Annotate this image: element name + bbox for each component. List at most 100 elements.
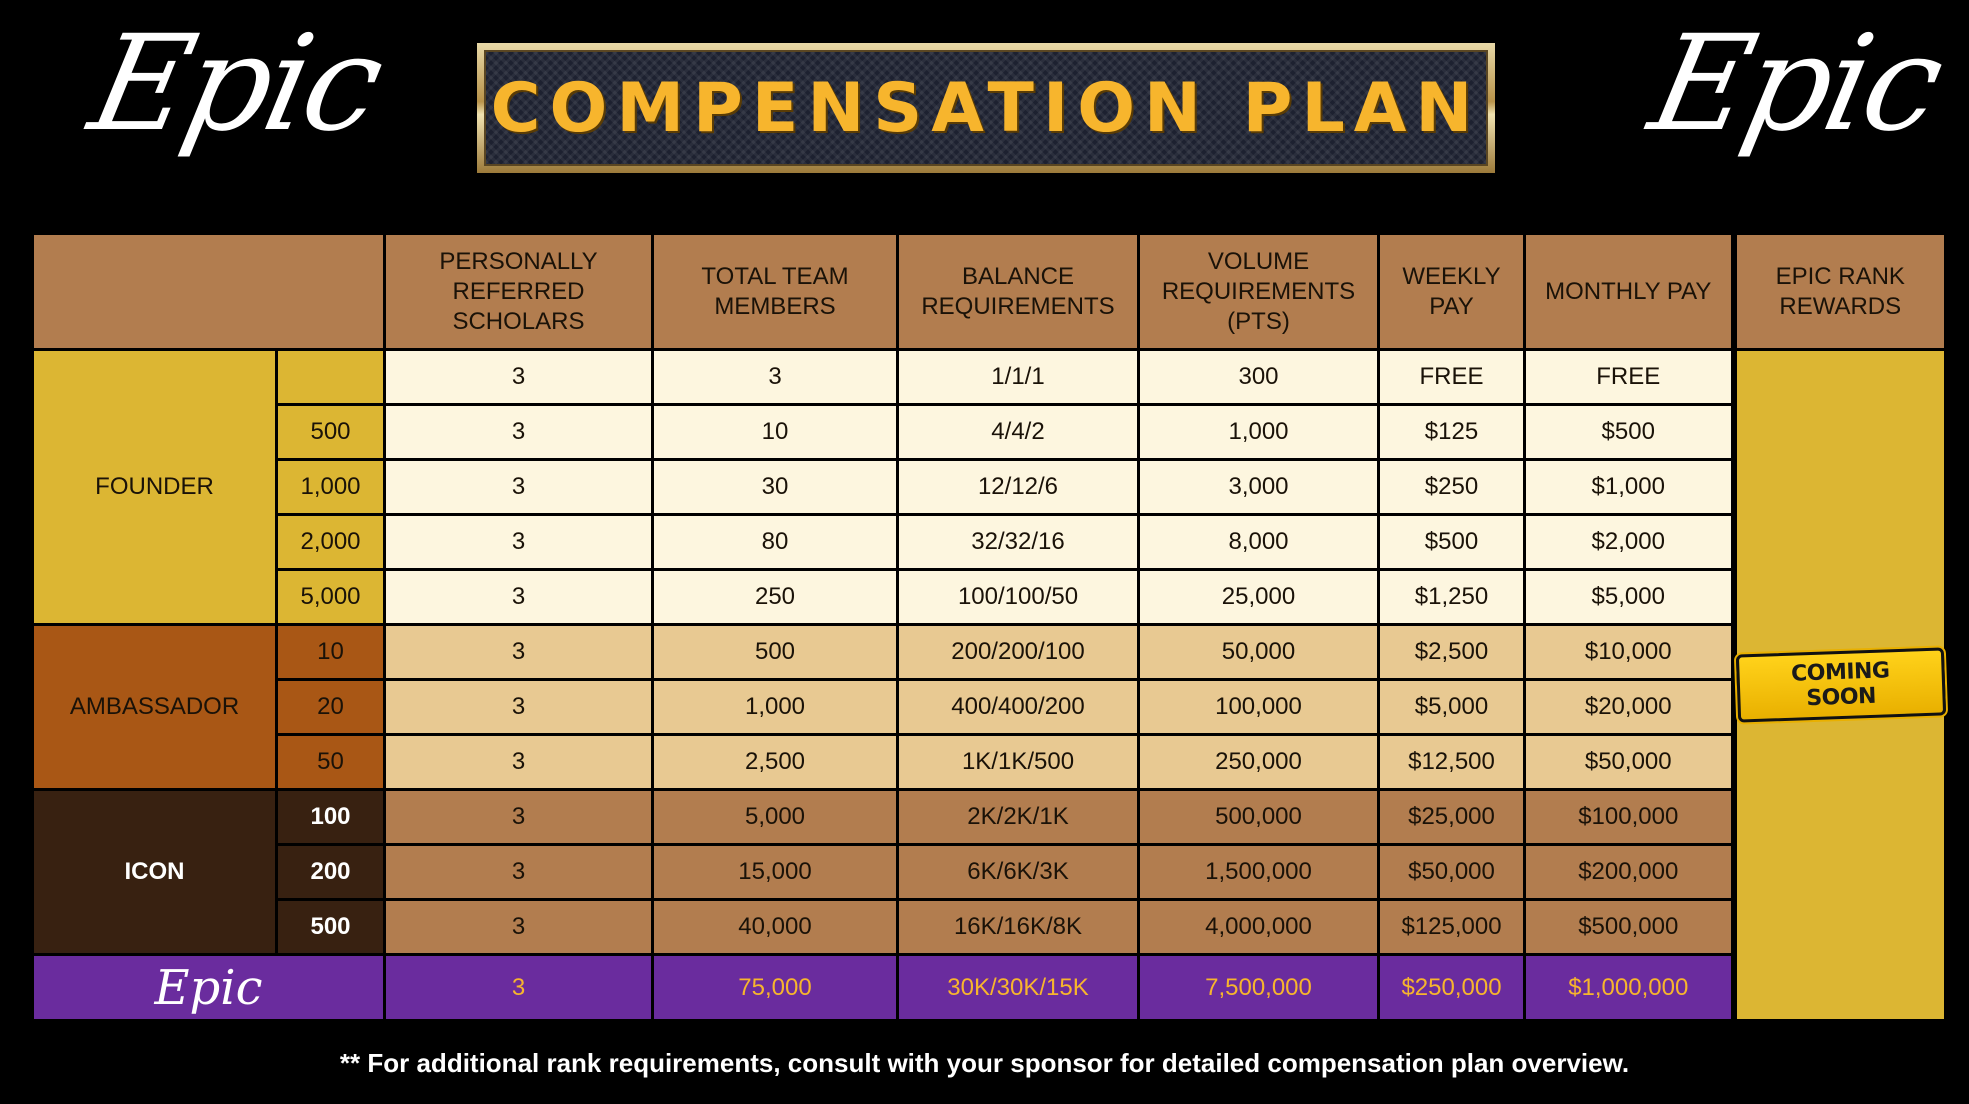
header-volume: VOLUME REQUIREMENTS (PTS)	[1137, 232, 1380, 351]
referred-cell: 3	[383, 953, 654, 1022]
rewards-cell: COMING SOON	[1730, 348, 1947, 1022]
balance-cell: 32/32/16	[896, 513, 1140, 571]
volume-cell: 3,000	[1137, 458, 1380, 516]
rank-level: 100	[275, 788, 386, 846]
balance-cell: 1K/1K/500	[896, 733, 1140, 791]
rank-founder: FOUNDER	[31, 348, 278, 626]
monthly-cell: $100,000	[1523, 788, 1735, 846]
team-cell: 10	[651, 403, 899, 461]
referred-cell: 3	[383, 513, 654, 571]
team-cell: 1,000	[651, 678, 899, 736]
monthly-cell: $20,000	[1523, 678, 1735, 736]
team-cell: 5,000	[651, 788, 899, 846]
balance-cell: 1/1/1	[896, 348, 1140, 406]
referred-cell: 3	[383, 403, 654, 461]
balance-cell: 400/400/200	[896, 678, 1140, 736]
weekly-cell: $125,000	[1377, 898, 1526, 956]
monthly-cell: $50,000	[1523, 733, 1735, 791]
rank-level: 5,000	[275, 568, 386, 626]
volume-cell: 1,500,000	[1137, 843, 1380, 901]
coming-soon-badge: COMING SOON	[1735, 647, 1946, 723]
table-row: 50 3 2,500 1K/1K/500 250,000 $12,500 $50…	[33, 733, 1946, 791]
balance-cell: 2K/2K/1K	[896, 788, 1140, 846]
weekly-cell: $2,500	[1377, 623, 1526, 681]
volume-cell: 7,500,000	[1137, 953, 1380, 1022]
referred-cell: 3	[383, 898, 654, 956]
weekly-cell: $500	[1377, 513, 1526, 571]
table-row: 500 3 10 4/4/2 1,000 $125 $500	[33, 403, 1946, 461]
compensation-table: PERSONALLY REFERRED SCHOLARS TOTAL TEAM …	[31, 232, 1947, 1022]
weekly-cell: $50,000	[1377, 843, 1526, 901]
monthly-cell: $200,000	[1523, 843, 1735, 901]
weekly-cell: $250	[1377, 458, 1526, 516]
monthly-cell: FREE	[1523, 348, 1735, 406]
rank-ambassador: AMBASSADOR	[31, 623, 278, 791]
volume-cell: 1,000	[1137, 403, 1380, 461]
referred-cell: 3	[383, 843, 654, 901]
referred-cell: 3	[383, 678, 654, 736]
header-row: PERSONALLY REFERRED SCHOLARS TOTAL TEAM …	[31, 232, 1947, 351]
team-cell: 75,000	[651, 953, 899, 1022]
footer-note: ** For additional rank requirements, con…	[339, 1048, 1630, 1078]
team-cell: 40,000	[651, 898, 899, 956]
monthly-cell: $2,000	[1523, 513, 1735, 571]
rank-level: 200	[275, 843, 386, 901]
weekly-cell: $25,000	[1377, 788, 1526, 846]
volume-cell: 300	[1137, 348, 1380, 406]
rank-level: 10	[275, 623, 386, 681]
referred-cell: 3	[383, 348, 654, 406]
referred-cell: 3	[383, 623, 654, 681]
referred-cell: 3	[383, 458, 654, 516]
rank-level: 1,000	[275, 458, 386, 516]
volume-cell: 500,000	[1137, 788, 1380, 846]
table-row: FOUNDER 3 3 1/1/1 300 FREE FREE COMING S…	[31, 348, 1947, 1022]
referred-cell: 3	[383, 568, 654, 626]
balance-cell: 100/100/50	[896, 568, 1140, 626]
balance-cell: 16K/16K/8K	[896, 898, 1140, 956]
rank-level: 500	[275, 898, 386, 956]
epic-logo-right: Epic	[1638, 7, 1953, 161]
volume-cell: 50,000	[1137, 623, 1380, 681]
table-row: ICON 100 3 5,000 2K/2K/1K 500,000 $25,00…	[31, 788, 1946, 956]
team-cell: 30	[651, 458, 899, 516]
epic-logo-left: Epic	[78, 7, 393, 161]
table-row: 500 3 40,000 16K/16K/8K 4,000,000 $125,0…	[33, 898, 1946, 956]
team-cell: 3	[651, 348, 899, 406]
header-balance: BALANCE REQUIREMENTS	[896, 232, 1140, 351]
referred-cell: 3	[383, 733, 654, 791]
weekly-cell: $5,000	[1377, 678, 1526, 736]
weekly-cell: $1,250	[1377, 568, 1526, 626]
volume-cell: 4,000,000	[1137, 898, 1380, 956]
team-cell: 2,500	[651, 733, 899, 791]
rank-level	[275, 348, 386, 406]
header-weekly-pay: WEEKLY PAY	[1377, 232, 1526, 351]
weekly-cell: $125	[1377, 403, 1526, 461]
team-cell: 500	[651, 623, 899, 681]
table-row: Epic 3 75,000 30K/30K/15K 7,500,000 $250…	[31, 953, 1946, 1022]
balance-cell: 12/12/6	[896, 458, 1140, 516]
balance-cell: 6K/6K/3K	[896, 843, 1140, 901]
table-row: 20 3 1,000 400/400/200 100,000 $5,000 $2…	[33, 678, 1946, 736]
monthly-cell: $10,000	[1523, 623, 1735, 681]
title-banner: COMPENSATION PLAN	[477, 43, 1495, 173]
volume-cell: 100,000	[1137, 678, 1380, 736]
table-row: 5,000 3 250 100/100/50 25,000 $1,250 $5,…	[33, 568, 1946, 626]
weekly-cell: $250,000	[1377, 953, 1526, 1022]
page-title: COMPENSATION PLAN	[490, 68, 1482, 148]
referred-cell: 3	[383, 788, 654, 846]
monthly-cell: $500	[1523, 403, 1735, 461]
table-row: AMBASSADOR 10 3 500 200/200/100 50,000 $…	[31, 623, 1946, 791]
volume-cell: 25,000	[1137, 568, 1380, 626]
rank-level: 500	[275, 403, 386, 461]
monthly-cell: $1,000,000	[1523, 953, 1735, 1022]
volume-cell: 8,000	[1137, 513, 1380, 571]
table-row: 1,000 3 30 12/12/6 3,000 $250 $1,000	[33, 458, 1946, 516]
title-plate: COMPENSATION PLAN	[484, 50, 1488, 166]
header-total-team: TOTAL TEAM MEMBERS	[651, 232, 899, 351]
balance-cell: 4/4/2	[896, 403, 1140, 461]
rank-epic: Epic	[31, 953, 386, 1022]
monthly-cell: $5,000	[1523, 568, 1735, 626]
weekly-cell: FREE	[1377, 348, 1526, 406]
weekly-cell: $12,500	[1377, 733, 1526, 791]
table-row: 200 3 15,000 6K/6K/3K 1,500,000 $50,000 …	[33, 843, 1946, 901]
